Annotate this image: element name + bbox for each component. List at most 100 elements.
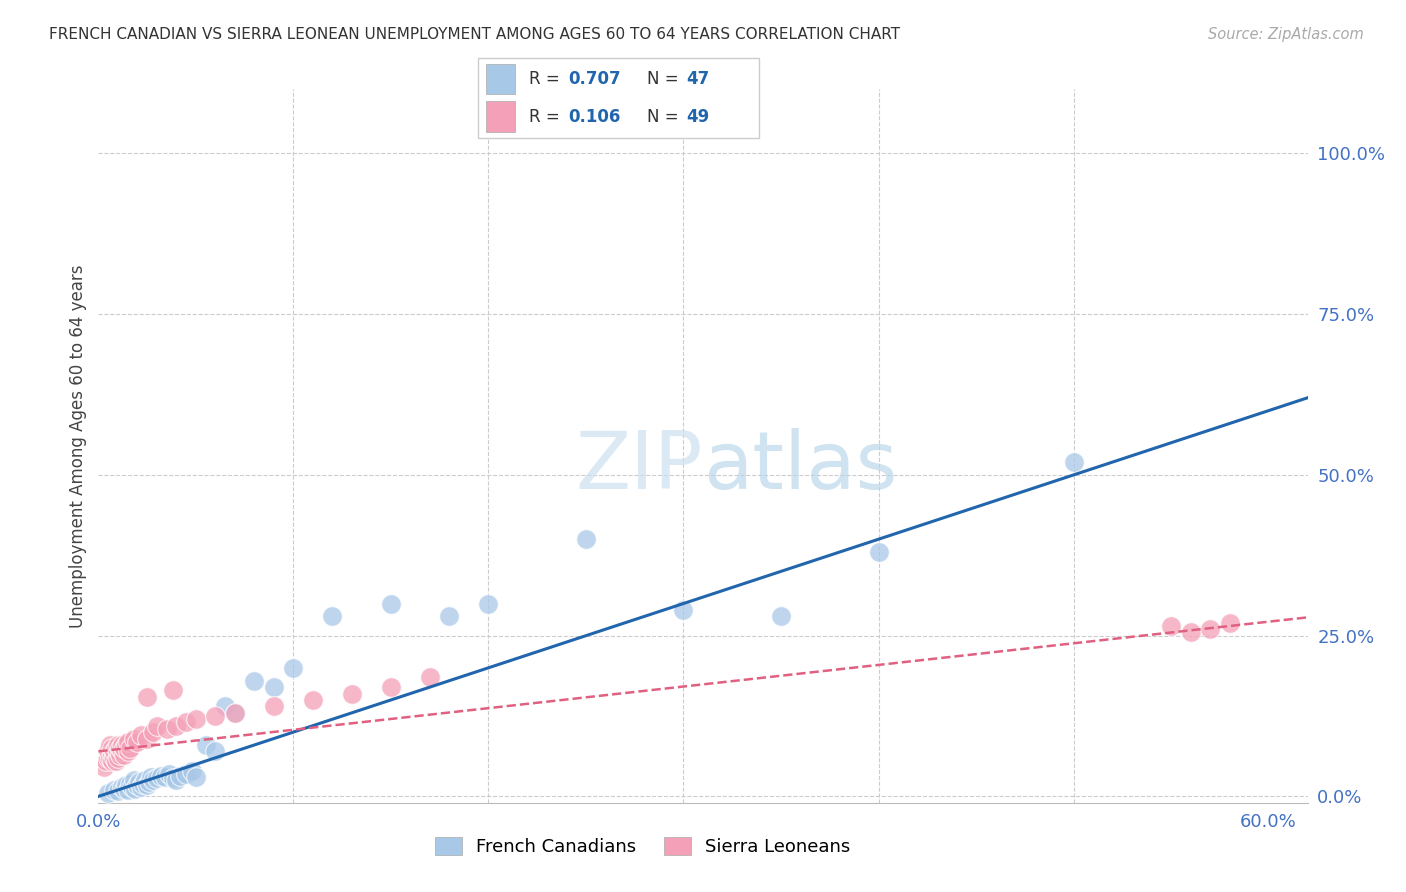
Point <box>146 719 169 733</box>
Point <box>104 754 127 768</box>
Point <box>112 741 135 756</box>
Point <box>477 597 499 611</box>
Point <box>439 609 461 624</box>
Point <box>139 770 162 784</box>
Point <box>118 741 141 756</box>
Point <box>142 773 165 788</box>
Point <box>97 786 120 800</box>
Point <box>112 781 135 796</box>
Point <box>117 744 139 758</box>
Point <box>136 731 159 746</box>
Point <box>103 783 125 797</box>
Point <box>302 693 325 707</box>
Point <box>117 735 139 749</box>
Point <box>136 690 159 704</box>
Point <box>1180 625 1202 640</box>
Point <box>118 776 141 790</box>
Point <box>174 767 197 781</box>
Point <box>380 597 402 611</box>
Point <box>165 719 187 733</box>
Point <box>214 699 236 714</box>
Point <box>769 609 792 624</box>
Point <box>107 738 129 752</box>
Point <box>134 773 156 788</box>
Point <box>112 747 135 762</box>
Point <box>97 751 120 765</box>
Point <box>93 760 115 774</box>
Text: R =: R = <box>529 108 565 126</box>
Legend: French Canadians, Sierra Leoneans: French Canadians, Sierra Leoneans <box>426 828 859 865</box>
Point <box>136 778 159 792</box>
Text: 0.707: 0.707 <box>568 70 620 87</box>
Point <box>1160 619 1182 633</box>
Point <box>97 744 120 758</box>
Text: 0.106: 0.106 <box>568 108 620 126</box>
Point <box>194 738 217 752</box>
Point <box>204 709 226 723</box>
Point <box>575 533 598 547</box>
Point <box>108 747 131 762</box>
Point <box>138 775 160 789</box>
FancyBboxPatch shape <box>486 63 515 95</box>
Point <box>263 699 285 714</box>
Point <box>101 747 124 762</box>
Text: atlas: atlas <box>703 428 897 507</box>
Point <box>101 741 124 756</box>
Point <box>174 715 197 730</box>
Point <box>122 731 145 746</box>
Point <box>380 680 402 694</box>
Text: Source: ZipAtlas.com: Source: ZipAtlas.com <box>1208 27 1364 42</box>
Point <box>104 741 127 756</box>
Point <box>107 751 129 765</box>
Point <box>1063 455 1085 469</box>
Point <box>204 744 226 758</box>
Point <box>131 780 153 794</box>
Point <box>111 738 134 752</box>
Point <box>283 661 305 675</box>
Point <box>243 673 266 688</box>
Point <box>263 680 285 694</box>
Point <box>672 603 695 617</box>
Point <box>153 770 176 784</box>
Point <box>128 775 150 789</box>
Point <box>101 754 124 768</box>
Point <box>127 735 149 749</box>
Point <box>114 778 136 792</box>
Point <box>184 770 207 784</box>
Point <box>111 744 134 758</box>
Text: ZIP: ZIP <box>575 428 703 507</box>
Point <box>162 683 184 698</box>
Point <box>868 545 890 559</box>
Point <box>224 706 246 720</box>
Point <box>114 738 136 752</box>
Point <box>321 609 343 624</box>
Point <box>419 670 441 684</box>
FancyBboxPatch shape <box>486 102 515 132</box>
Point <box>1219 615 1241 630</box>
Point <box>108 741 131 756</box>
Point <box>98 738 121 752</box>
Point <box>117 783 139 797</box>
Point <box>146 772 169 786</box>
Point <box>340 686 363 700</box>
Text: N =: N = <box>647 70 683 87</box>
Point <box>157 767 180 781</box>
Point <box>107 744 129 758</box>
Point <box>103 751 125 765</box>
Text: 47: 47 <box>686 70 710 87</box>
Point <box>1199 622 1222 636</box>
Point <box>127 778 149 792</box>
Y-axis label: Unemployment Among Ages 60 to 64 years: Unemployment Among Ages 60 to 64 years <box>69 264 87 628</box>
Point <box>162 772 184 786</box>
Point <box>165 773 187 788</box>
Point <box>124 781 146 796</box>
Text: 49: 49 <box>686 108 710 126</box>
Point <box>122 773 145 788</box>
Text: FRENCH CANADIAN VS SIERRA LEONEAN UNEMPLOYMENT AMONG AGES 60 TO 64 YEARS CORRELA: FRENCH CANADIAN VS SIERRA LEONEAN UNEMPL… <box>49 27 900 42</box>
Point <box>156 722 179 736</box>
Text: N =: N = <box>647 108 683 126</box>
Point <box>132 776 155 790</box>
Point <box>149 769 172 783</box>
Text: R =: R = <box>529 70 565 87</box>
Point <box>224 706 246 720</box>
